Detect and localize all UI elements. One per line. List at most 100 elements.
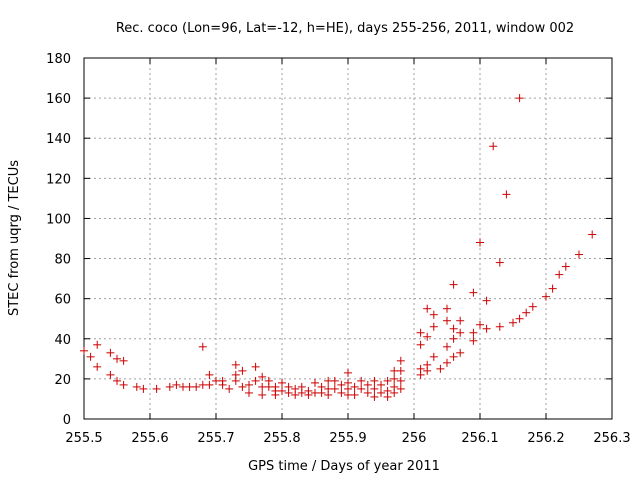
data-point: [588, 230, 597, 239]
data-point: [357, 384, 366, 393]
data-point: [469, 336, 478, 345]
data-point: [449, 324, 458, 333]
data-point: [231, 360, 240, 369]
data-point: [106, 370, 115, 379]
data-point: [423, 332, 432, 341]
data-point: [575, 250, 583, 259]
data-point: [449, 352, 458, 361]
x-axis-label: GPS time / Days of year 2011: [248, 459, 440, 474]
y-tick-label: 180: [46, 52, 71, 67]
data-point: [416, 328, 425, 337]
x-tick-label: 256.2: [527, 431, 564, 446]
data-point: [238, 382, 247, 391]
y-tick-labels: 0 20 40 60 80 100 120 140 160 180: [46, 52, 71, 428]
y-tick-label: 20: [54, 373, 71, 388]
data-point: [502, 190, 511, 199]
x-tick-label: 255.8: [263, 431, 300, 446]
data-point: [396, 384, 405, 393]
data-point: [416, 370, 425, 379]
data-point: [297, 388, 306, 397]
data-point: [278, 378, 286, 387]
data-point: [396, 366, 405, 375]
axis-ticks: [83, 57, 613, 420]
data-point: [324, 390, 333, 399]
data-point: [238, 366, 247, 375]
x-tick-label: 255.5: [65, 431, 102, 446]
data-point: [423, 366, 432, 375]
data-point: [528, 302, 537, 311]
data-point: [515, 94, 524, 103]
y-tick-label: 160: [46, 92, 71, 107]
data-point: [482, 324, 491, 333]
data-point: [363, 388, 372, 397]
data-point: [396, 376, 405, 385]
data-point: [337, 388, 346, 397]
data-point: [416, 340, 425, 349]
data-point: [390, 388, 399, 397]
y-tick-label: 0: [63, 413, 71, 428]
data-point: [443, 342, 451, 351]
x-tick-label: 255.6: [131, 431, 168, 446]
data-point: [542, 292, 550, 301]
y-tick-label: 80: [54, 253, 71, 268]
data-point: [106, 348, 115, 357]
data-point: [113, 354, 121, 363]
data-point: [304, 390, 313, 399]
data-point: [139, 384, 148, 393]
data-point: [469, 328, 478, 337]
data-point: [152, 384, 161, 393]
y-tick-label: 60: [54, 293, 71, 308]
data-point: [205, 380, 214, 389]
grid: [84, 58, 612, 419]
data-point: [132, 382, 141, 391]
data-point: [119, 356, 128, 365]
x-tick-label: 255.9: [329, 431, 366, 446]
x-tick-label: 255.7: [197, 431, 234, 446]
data-point: [482, 296, 491, 305]
data-point: [509, 318, 517, 327]
data-point: [476, 238, 484, 247]
data-point: [113, 376, 121, 385]
data-point: [370, 384, 379, 393]
data-point: [93, 340, 102, 349]
y-tick-label: 100: [46, 212, 71, 227]
data-point: [245, 388, 253, 397]
x-tick-label: 256: [402, 431, 427, 446]
data-point: [561, 262, 570, 271]
data-point: [449, 280, 458, 289]
data-point: [218, 380, 227, 389]
data-point: [225, 384, 234, 393]
data-point: [245, 380, 253, 389]
data-point: [370, 392, 379, 401]
x-tick-label: 256.3: [593, 431, 630, 446]
x-tick-labels: 255.5 255.6 255.7 255.8 255.9 256 256.1 256.2 25…: [65, 431, 630, 446]
data-point: [390, 374, 399, 383]
data-point: [555, 270, 564, 279]
y-tick-label: 120: [46, 172, 71, 187]
data-point: [515, 314, 524, 323]
y-axis-label: STEC from uqrg / TECUs: [7, 160, 22, 316]
data-point: [80, 346, 88, 355]
data-point: [548, 284, 557, 293]
data-point: [278, 386, 286, 395]
data-point: [522, 308, 531, 317]
data-point: [443, 304, 451, 313]
data-point: [423, 304, 432, 313]
data-point: [377, 380, 385, 389]
data-point: [251, 376, 260, 385]
data-point: [337, 380, 346, 389]
data-point: [344, 368, 352, 377]
data-point: [317, 388, 326, 397]
data-point: [231, 376, 240, 385]
data-point: [330, 376, 339, 385]
data-point: [330, 384, 339, 393]
data-point: [456, 328, 465, 337]
data-point: [251, 362, 260, 371]
data-point: [205, 370, 214, 379]
data-point: [350, 390, 359, 399]
data-point: [429, 322, 438, 331]
data-point: [383, 376, 392, 385]
data-point: [271, 390, 280, 399]
x-tick-label: 256.1: [461, 431, 498, 446]
